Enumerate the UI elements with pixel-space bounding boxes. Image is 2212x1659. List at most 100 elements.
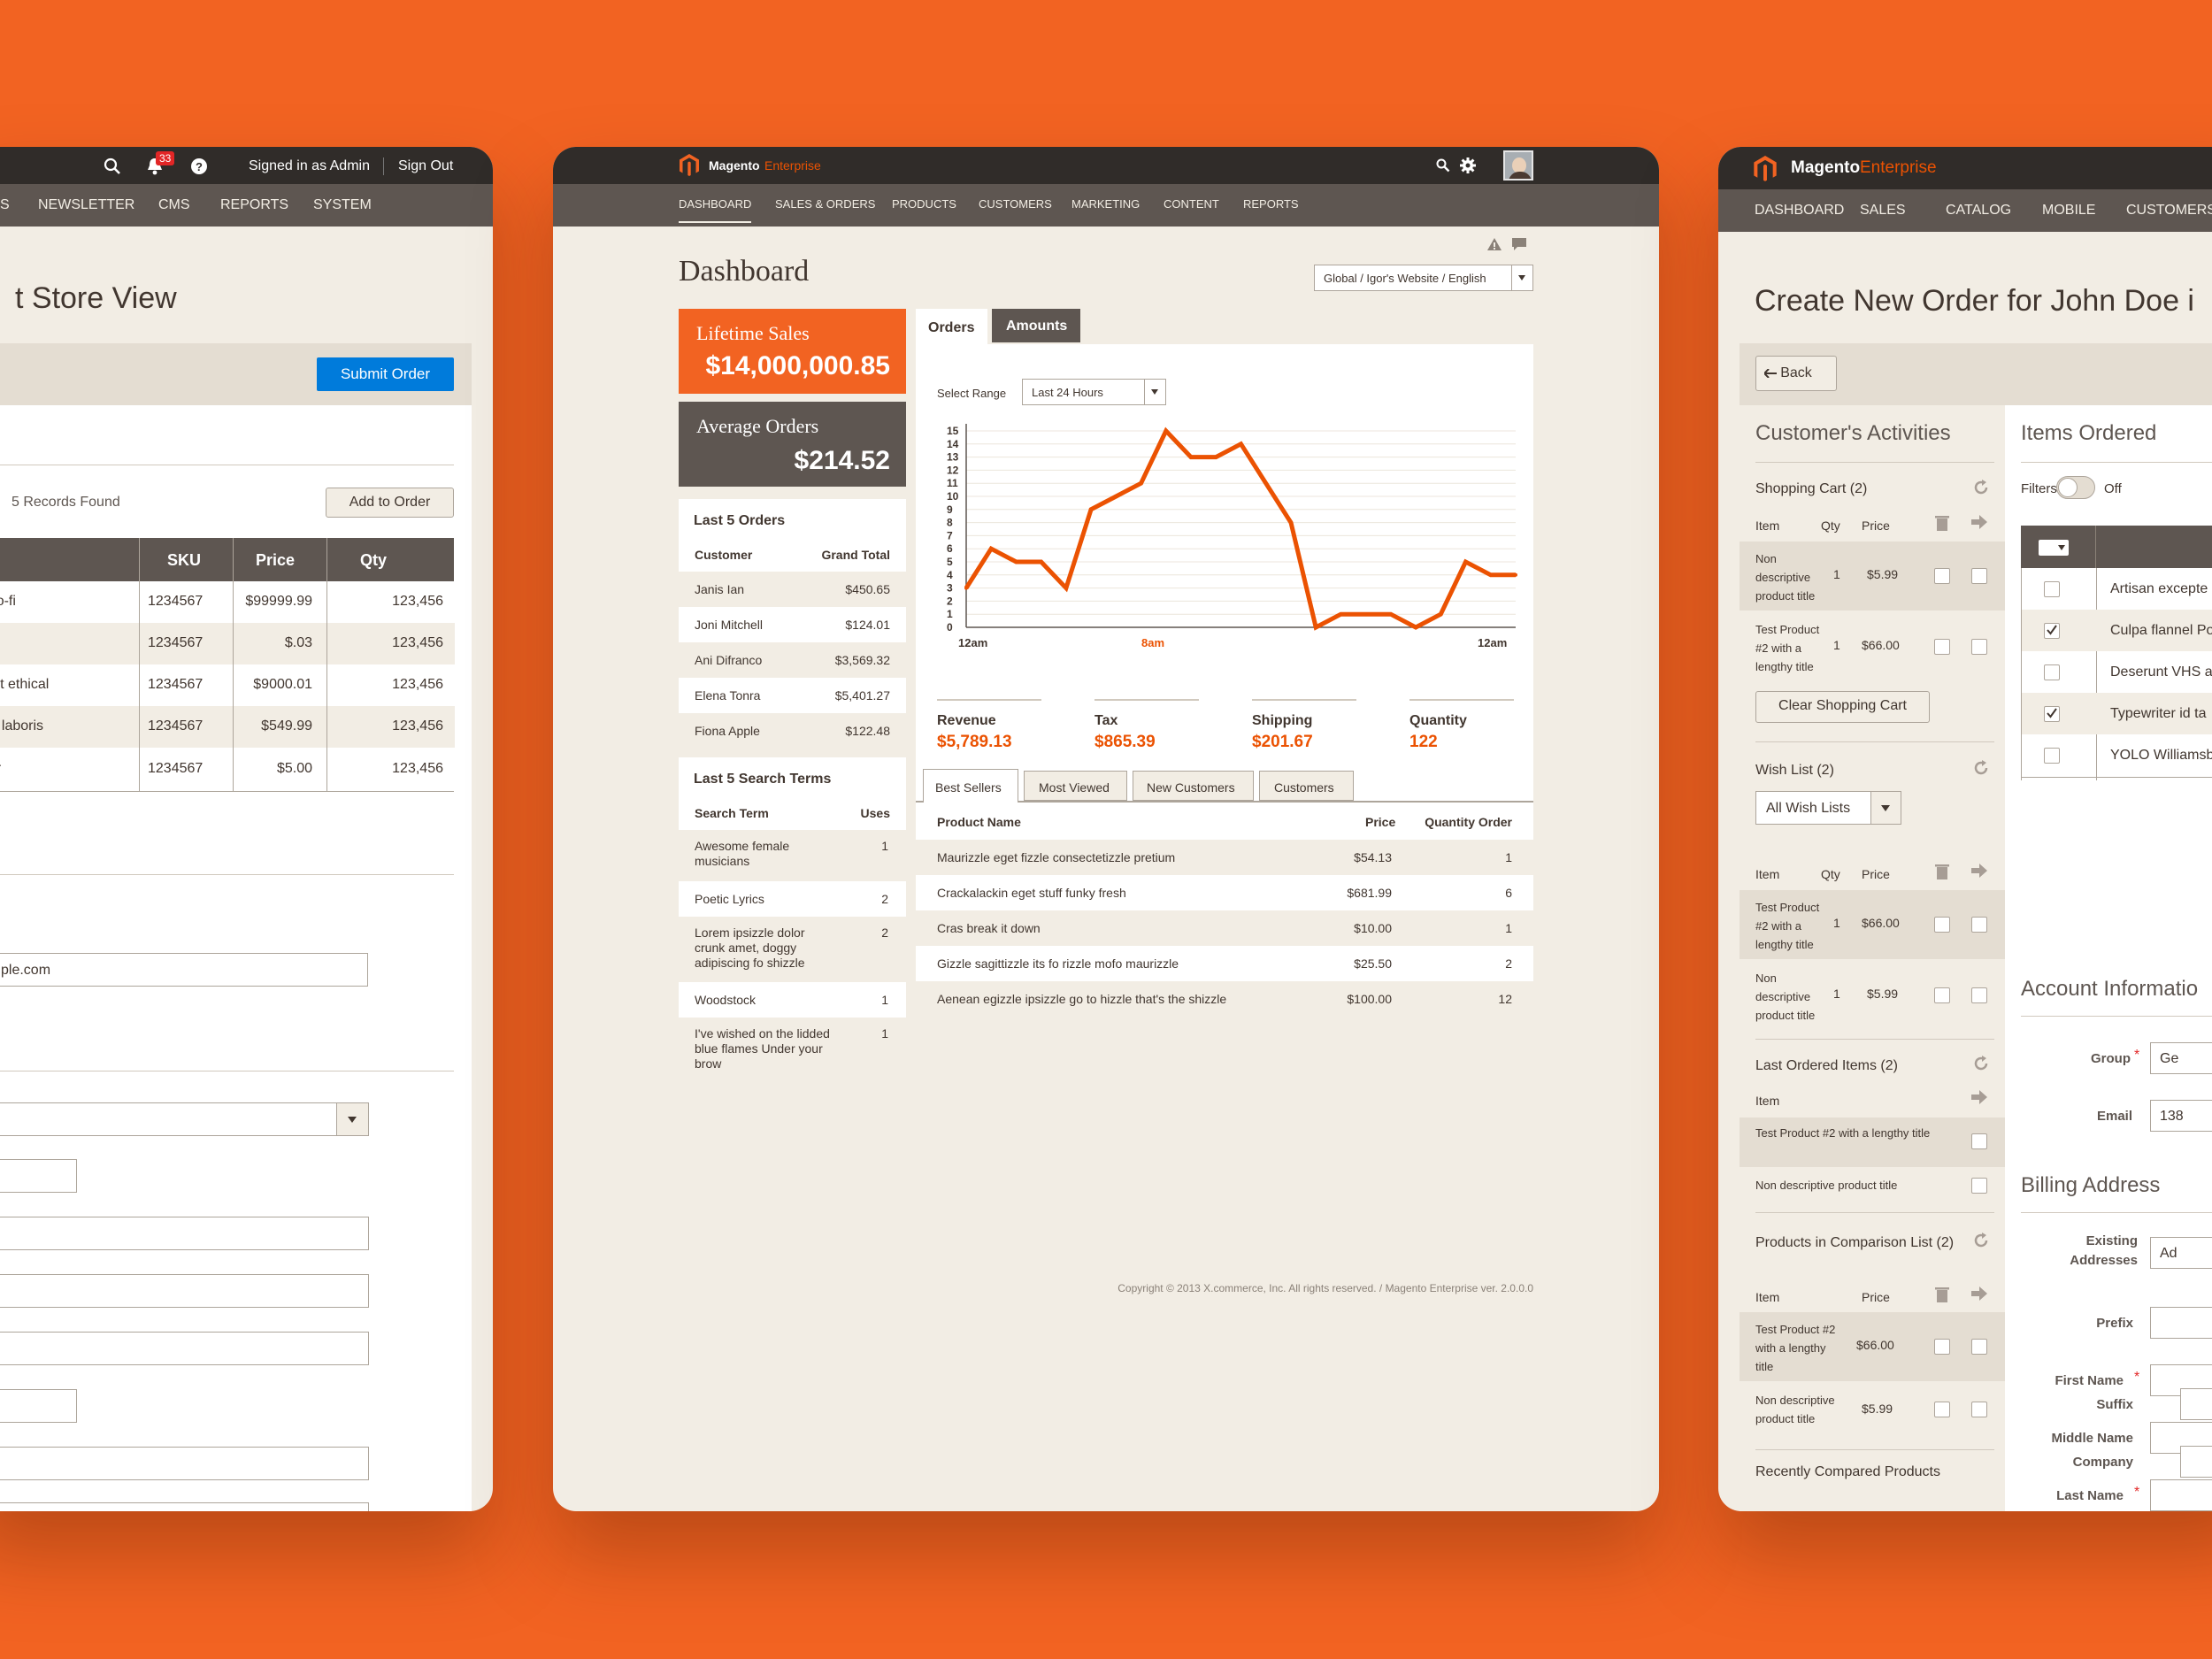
email-field[interactable]: 138 [2150, 1100, 2212, 1132]
nav-reports[interactable]: REPORTS [220, 197, 289, 212]
group-select[interactable]: Ge [2150, 1042, 2212, 1074]
table-row[interactable]: orum laboris 1234567 $549.99 123,456 [0, 706, 455, 748]
help-icon[interactable]: ? [190, 157, 208, 175]
table-row[interactable]: Joni Mitchell $124.01 [695, 618, 890, 632]
trash-icon[interactable] [1935, 864, 1949, 879]
table-row[interactable]: Typewriter id ta [2022, 693, 2212, 734]
table-row[interactable]: d on it ethical 1234567 $9000.01 123,456 [0, 664, 455, 706]
remove-checkbox[interactable] [1934, 1339, 1950, 1355]
nav-newsletter[interactable]: NEWSLETTER [38, 197, 135, 212]
cart-item-row[interactable]: Non descriptive product title 1 $5.99 [1740, 541, 2005, 611]
sign-out-link[interactable]: Sign Out [398, 158, 454, 173]
table-row[interactable]: Janis Ian $450.65 [679, 572, 906, 607]
wish-item-row[interactable]: Test Product #2 with a lengthy title 1 $… [1740, 890, 2005, 959]
gear-icon[interactable] [1459, 157, 1477, 174]
refresh-icon[interactable] [1972, 1055, 1990, 1072]
remove-checkbox[interactable] [1934, 639, 1950, 655]
table-row[interactable]: Lorem ipsizzle dolor crunk amet, doggy a… [679, 917, 906, 982]
remove-checkbox[interactable] [1934, 1402, 1950, 1417]
compare-item-row[interactable]: Test Product #2 with a lengthy title $66… [1740, 1312, 2005, 1381]
input-field[interactable] [0, 1389, 77, 1423]
item-checkbox[interactable] [2044, 581, 2060, 597]
table-row[interactable]: Elena Tonra $5,401.27 [695, 688, 890, 703]
nav-sales-orders[interactable]: SALES & ORDERS [775, 197, 876, 211]
table-row[interactable]: Woodstock 1 [695, 993, 888, 1007]
message-icon[interactable] [1511, 237, 1527, 251]
tab-amounts[interactable]: Amounts [992, 309, 1080, 342]
input-field[interactable] [0, 1217, 369, 1250]
table-row[interactable]: Gizzle sagittizzle its fo rizzle mofo ma… [937, 956, 1512, 971]
company-field[interactable] [2180, 1446, 2212, 1478]
scope-switcher[interactable]: Global / Igor's Website / English [1314, 265, 1533, 291]
remove-checkbox[interactable] [1934, 987, 1950, 1003]
warning-icon[interactable] [1486, 237, 1502, 251]
remove-checkbox[interactable] [1934, 568, 1950, 584]
arrow-right-icon[interactable] [1971, 1090, 1987, 1104]
table-row[interactable]: Culpa flannel Po [2022, 610, 2212, 651]
table-row[interactable]: ctetur 1234567 $5.00 123,456 [0, 748, 455, 791]
add-checkbox[interactable] [1971, 1178, 1987, 1194]
tab-most-viewed[interactable]: Most Viewed [1024, 771, 1127, 801]
nav-customers[interactable]: CUSTOMERS [979, 197, 1052, 211]
nav-cms[interactable]: CMS [158, 197, 190, 212]
table-row[interactable]: Artisan excepte [2022, 568, 2212, 610]
tab-best-sellers[interactable]: Best Sellers [923, 769, 1018, 803]
move-checkbox[interactable] [1971, 1402, 1987, 1417]
tab-orders[interactable]: Orders [916, 309, 987, 346]
trash-icon[interactable] [1935, 1286, 1949, 1302]
search-icon[interactable] [104, 157, 121, 175]
nav-dashboard[interactable]: DASHBOARD [1755, 203, 1845, 218]
ordered-item-row[interactable]: Test Product #2 with a lengthy title [1740, 1118, 2005, 1167]
wish-item-row[interactable]: Non descriptive product title 1 $5.99 [1740, 961, 2005, 1030]
compare-item-row[interactable]: Non descriptive product title $5.99 [1740, 1383, 2005, 1436]
table-row[interactable]: Poetic Lyrics 2 [695, 892, 888, 906]
move-checkbox[interactable] [1971, 1339, 1987, 1355]
move-checkbox[interactable] [1971, 917, 1987, 933]
table-row[interactable]: 1234567 $.03 123,456 [0, 623, 455, 664]
submit-order-button[interactable]: Submit Order [317, 357, 454, 391]
table-row[interactable]: Deserunt VHS a [2022, 651, 2212, 693]
table-row[interactable]: Fiona Apple $122.48 [679, 713, 906, 747]
refresh-icon[interactable] [1972, 759, 1990, 777]
select-range-dropdown[interactable]: Last 24 Hours [1022, 379, 1166, 405]
table-row[interactable]: Maurizzle eget fizzle consectetizzle pre… [916, 840, 1533, 875]
clear-shopping-cart-button[interactable]: Clear Shopping Cart [1755, 691, 1930, 723]
nav-catalog[interactable]: CATALOG [1946, 203, 2012, 218]
table-row[interactable]: Awesome female musicians 1 [679, 830, 906, 881]
arrow-right-icon[interactable] [1971, 515, 1987, 529]
last-name-field[interactable] [2150, 1479, 2212, 1511]
tab-customers[interactable]: Customers [1259, 771, 1354, 801]
input-field[interactable] [0, 1447, 369, 1480]
input-field[interactable] [0, 1274, 369, 1308]
tab-new-customers[interactable]: New Customers [1133, 771, 1254, 801]
table-row[interactable]: I've wished on the lidded blue flames Un… [679, 1018, 906, 1085]
suffix-field[interactable] [2180, 1388, 2212, 1420]
nav-customers[interactable]: CUSTOMERS [2126, 203, 2212, 218]
item-checkbox[interactable] [2044, 748, 2060, 764]
nav-system[interactable]: SYSTEM [313, 197, 372, 212]
cart-item-row[interactable]: Test Product #2 with a lengthy title 1 $… [1740, 612, 2005, 681]
trash-icon[interactable] [1935, 515, 1949, 531]
add-to-order-button[interactable]: Add to Order [326, 488, 454, 518]
wish-list-select[interactable]: All Wish Lists [1755, 791, 1901, 825]
table-row[interactable]: Crackalackin eget stuff funky fresh $681.… [937, 886, 1512, 900]
refresh-icon[interactable] [1972, 1232, 1990, 1249]
nav-products[interactable]: PRODUCTS [892, 197, 956, 211]
add-checkbox[interactable] [1971, 1133, 1987, 1149]
nav-content[interactable]: CONTENT [1164, 197, 1219, 211]
table-row[interactable]: Aenean egizzle ipsizzle go to hizzle tha… [916, 981, 1533, 1017]
item-checkbox[interactable] [2044, 664, 2060, 680]
nav-mobile[interactable]: MOBILE [2042, 203, 2096, 218]
arrow-right-icon[interactable] [1971, 864, 1987, 878]
select-field[interactable] [0, 1102, 369, 1136]
search-icon[interactable] [1436, 158, 1450, 173]
existing-addresses-select[interactable]: Ad [2150, 1237, 2212, 1269]
move-checkbox[interactable] [1971, 568, 1987, 584]
nav-sales[interactable]: SALES [1860, 203, 1906, 218]
move-checkbox[interactable] [1971, 639, 1987, 655]
remove-checkbox[interactable] [1934, 917, 1950, 933]
input-field[interactable] [0, 1159, 77, 1193]
mass-select[interactable] [2039, 540, 2069, 556]
email-field[interactable]: ple.com [0, 953, 368, 987]
nav-marketing[interactable]: MARKETING [1071, 197, 1141, 211]
